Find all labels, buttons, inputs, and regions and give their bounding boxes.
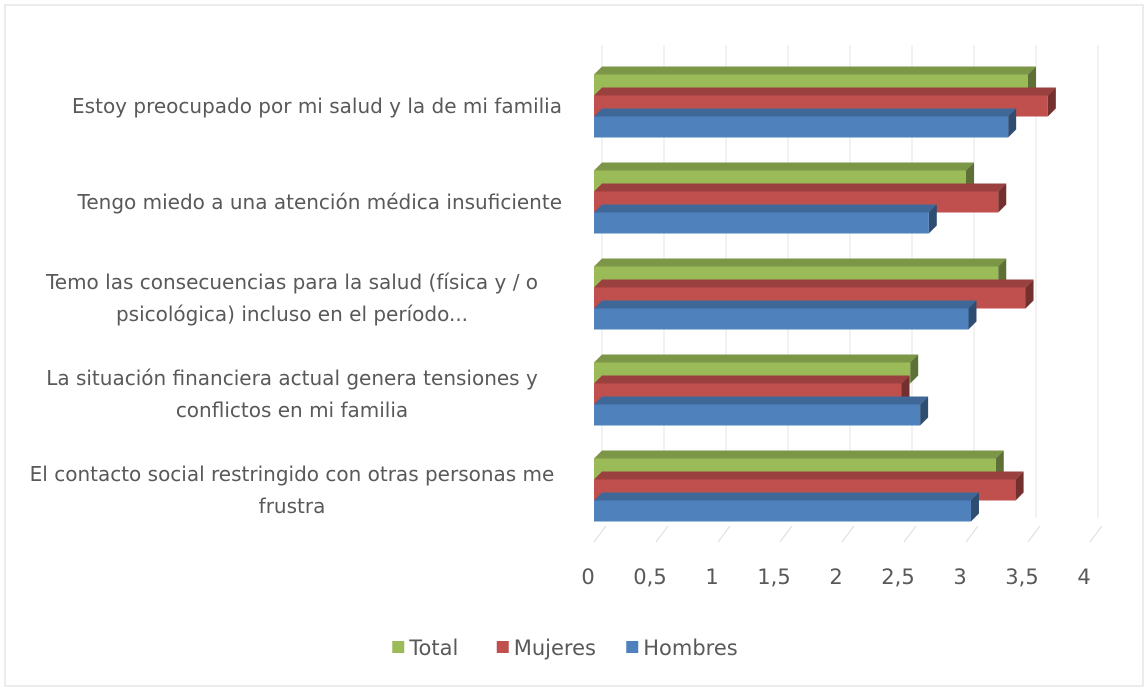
bar-top [594,258,1007,267]
legend-swatch [392,641,405,653]
bar-side [1015,471,1024,501]
category-label: Temo las consecuencias para la salud (fí… [45,270,539,326]
x-tick-label: 2 [829,565,842,589]
floor-line [1089,525,1103,543]
legend-label: Mujeres [514,636,596,660]
floor-line [717,525,731,543]
bar-side [970,492,979,522]
legend-swatch [626,641,639,653]
floor-line [1027,525,1041,543]
bar-side [998,183,1007,213]
bar-top [594,396,929,405]
bar-side [928,204,937,234]
floor-line [655,525,669,543]
x-tick-label: 3,5 [1005,565,1038,589]
floor-line [841,525,855,543]
bar-top [594,204,937,213]
legend-label: Total [408,636,458,660]
x-tick-label: 4 [1077,565,1090,589]
bar-top [594,471,1024,480]
bar-top [594,87,1056,96]
bar [594,308,969,330]
bar-top [594,279,1034,288]
bar-side [968,300,977,330]
bar-side [910,354,919,384]
bar-top [594,162,974,171]
bar-top [594,108,1017,117]
legend-swatch [496,641,509,653]
category-label: Estoy preocupado por mi salud y la de mi… [72,94,562,118]
floor-line [593,525,607,543]
bar-side [1047,87,1056,117]
bar-top [594,375,910,384]
category-label: Tengo miedo a una atención médica insufi… [77,190,562,214]
bar [594,500,971,522]
bar-top [594,492,979,501]
legend-label: Hombres [643,636,737,660]
category-label: El contacto social restringido con otras… [29,462,555,518]
x-tick-label: 3 [953,565,966,589]
floor-line [779,525,793,543]
floor-line [965,525,979,543]
bar-top [594,183,1007,192]
bar-top [594,354,919,363]
bar-top [594,66,1036,75]
bar [594,116,1009,138]
x-tick-label: 0 [581,565,594,589]
bar [594,404,921,426]
bar-side [1008,108,1017,138]
bar [594,212,929,234]
bar-top [594,450,1004,459]
x-tick-label: 1 [705,565,718,589]
bar-top [594,300,977,309]
bar-side [920,396,929,426]
floor-line [903,525,917,543]
x-tick-label: 2,5 [881,565,914,589]
category-label: La situación financiera actual genera te… [46,366,538,422]
bar-side [1025,279,1034,309]
x-tick-label: 0,5 [633,565,666,589]
x-tick-label: 1,5 [757,565,790,589]
